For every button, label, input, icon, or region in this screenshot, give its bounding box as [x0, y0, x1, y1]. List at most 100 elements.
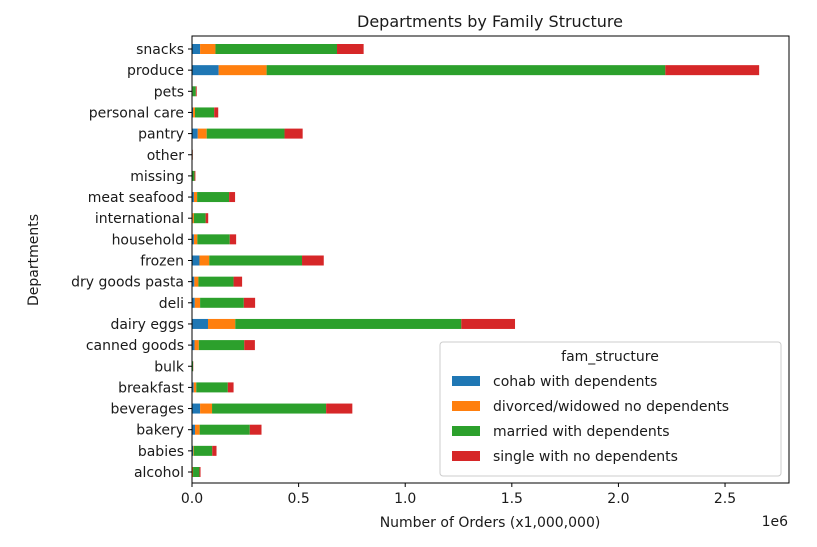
- x-axis-title: Number of Orders (x1,000,000): [380, 515, 601, 531]
- bar-frozen-series-0: [192, 255, 200, 266]
- legend-label: married with dependents: [493, 424, 670, 440]
- y-tick-label: dairy eggs: [110, 317, 184, 333]
- plot-frame: [191, 35, 790, 484]
- bar-alcohol-series-3: [199, 467, 201, 477]
- bar-dairy-eggs-series-0: [192, 318, 208, 329]
- legend-title: fam_structure: [561, 349, 659, 365]
- legend-swatch: [452, 401, 480, 411]
- bar-deli-series-3: [243, 297, 256, 308]
- x-tick-label: 0.5: [287, 491, 309, 507]
- bar-personal-care-series-0: [192, 107, 194, 118]
- bar-snacks-series-3: [336, 44, 364, 54]
- bar-snacks-series-1: [200, 44, 216, 54]
- bar-dry-goods-pasta-series-0: [192, 276, 195, 287]
- bar-household-series-3: [229, 234, 237, 245]
- bar-snacks-series-0: [192, 44, 201, 54]
- bar-produce-series-2: [266, 65, 666, 76]
- y-axis: alcohol babies bakery beverages breakfast bul…: [71, 42, 192, 481]
- bar-meat-seafood-series-3: [229, 192, 236, 203]
- bar-personal-care-series-2: [194, 107, 215, 118]
- bar-frozen-series-2: [209, 255, 303, 266]
- y-tick-label: international: [95, 211, 184, 227]
- bar-produce-series-0: [192, 65, 219, 76]
- y-tick-label: pets: [154, 84, 184, 100]
- legend-label: single with no dependents: [493, 449, 678, 465]
- x-axis-offset-label: 1e6: [762, 514, 789, 530]
- bar-babies-series-2: [193, 445, 213, 456]
- y-tick-label: produce: [127, 63, 184, 79]
- y-tick-label: meat seafood: [88, 190, 184, 206]
- bar-snacks-series-2: [215, 44, 337, 54]
- bar-beverages-series-0: [192, 403, 201, 414]
- bar-international-series-1: [192, 213, 194, 224]
- bar-deli-series-2: [200, 297, 244, 308]
- legend: fam_structure cohab with dependents divor…: [439, 341, 782, 477]
- bar-breakfast-series-2: [196, 382, 228, 393]
- bar-alcohol-series-2: [193, 467, 200, 477]
- bar-alcohol-series-1: [192, 467, 194, 477]
- y-tick-label: frozen: [140, 254, 184, 270]
- bar-personal-care-series-1: [193, 107, 195, 118]
- bar-pantry-series-3: [284, 128, 303, 139]
- bar-personal-care-series-3: [214, 107, 219, 118]
- x-tick-label: 0.0: [181, 491, 203, 507]
- bar-babies-series-3: [212, 445, 217, 456]
- x-tick-label: 1.0: [394, 491, 416, 507]
- bar-bakery-series-0: [192, 424, 195, 435]
- y-tick-label: dry goods pasta: [71, 275, 184, 291]
- bar-bakery-series-3: [249, 424, 262, 435]
- y-tick-label: alcohol: [134, 465, 184, 481]
- legend-swatch: [452, 451, 480, 461]
- bar-meat-seafood-series-0: [192, 192, 194, 203]
- bar-dairy-eggs-series-1: [207, 318, 236, 329]
- legend-box: [439, 341, 782, 477]
- y-tick-label: deli: [159, 296, 184, 312]
- bar-dairy-eggs-series-2: [235, 318, 462, 329]
- bar-breakfast-series-0: [192, 382, 194, 393]
- bar-beverages-series-1: [200, 403, 213, 414]
- bar-missing-series-2: [192, 170, 195, 181]
- bar-deli-series-0: [192, 297, 195, 308]
- y-tick-label: babies: [138, 444, 184, 460]
- bar-canned-goods-series-2: [198, 340, 245, 351]
- bar-meat-seafood-series-2: [197, 192, 230, 203]
- bar-canned-goods-series-0: [192, 340, 195, 351]
- bar-pantry-series-2: [206, 128, 285, 139]
- bar-beverages-series-2: [212, 403, 327, 414]
- y-tick-label: missing: [130, 169, 184, 185]
- bar-bakery-series-2: [199, 424, 250, 435]
- bar-frozen-series-3: [302, 255, 324, 266]
- bar-dairy-eggs-series-3: [461, 318, 516, 329]
- x-tick-label: 2.5: [714, 491, 736, 507]
- x-axis: 0.0 0.5 1.0 1.5 2.0 2.5: [181, 483, 736, 507]
- bar-pantry-series-1: [197, 128, 207, 139]
- bar-frozen-series-1: [199, 255, 210, 266]
- x-tick-label: 2.0: [607, 491, 629, 507]
- bars-layer: [192, 44, 760, 477]
- bar-babies-series-0: [192, 445, 194, 456]
- legend-swatch: [452, 426, 480, 436]
- bar-dry-goods-pasta-series-3: [233, 276, 243, 287]
- x-tick-label: 1.5: [501, 491, 523, 507]
- bar-canned-goods-series-1: [194, 340, 199, 351]
- y-tick-label: snacks: [136, 42, 184, 58]
- bar-missing-series-3: [194, 170, 196, 181]
- y-tick-label: canned goods: [86, 338, 184, 354]
- y-tick-label: bulk: [154, 359, 185, 375]
- bar-pets-series-3: [195, 86, 197, 97]
- bar-pantry-series-0: [192, 128, 198, 139]
- bar-babies-series-1: [193, 445, 194, 456]
- legend-swatch: [452, 376, 480, 386]
- bar-meat-seafood-series-1: [193, 192, 198, 203]
- bar-produce-series-3: [665, 65, 760, 76]
- y-tick-label: pantry: [138, 127, 184, 143]
- bar-pets-series-2: [192, 86, 196, 97]
- bar-breakfast-series-3: [227, 382, 234, 393]
- bar-dry-goods-pasta-series-2: [198, 276, 234, 287]
- bar-household-series-1: [193, 234, 198, 245]
- legend-label: cohab with dependents: [493, 374, 657, 390]
- y-axis-title: Departments: [26, 214, 42, 306]
- bar-household-series-0: [192, 234, 194, 245]
- bar-international-series-3: [205, 213, 209, 224]
